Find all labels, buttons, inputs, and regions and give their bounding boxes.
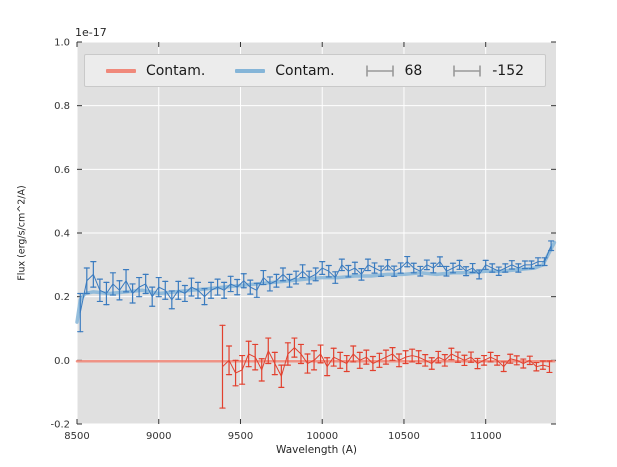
y-axis-label: Flux (erg/s/cm^2/A) (16, 185, 28, 281)
x-axis-label: Wavelength (A) (275, 444, 357, 456)
red-errorbar-glyph-icon (365, 65, 394, 76)
legend-label: -152 (492, 62, 525, 79)
legend-item-contam-red: Contam. (105, 62, 206, 79)
legend-item-contam-blue: Contam. (235, 62, 335, 79)
y-axis-offset-label: 1e-17 (75, 26, 107, 39)
blue-line-swatch-icon (235, 68, 266, 73)
legend-label: Contam. (275, 62, 335, 79)
legend-label: 68 (404, 62, 423, 79)
legend: Contam. Contam. 68 -152 (84, 54, 546, 87)
legend-label: Contam. (145, 62, 206, 79)
legend-item-68: 68 (365, 62, 423, 79)
legend-item-minus152: -152 (452, 63, 524, 79)
blue-errorbar-glyph-icon (453, 65, 482, 76)
red-line-swatch-icon (105, 68, 136, 73)
